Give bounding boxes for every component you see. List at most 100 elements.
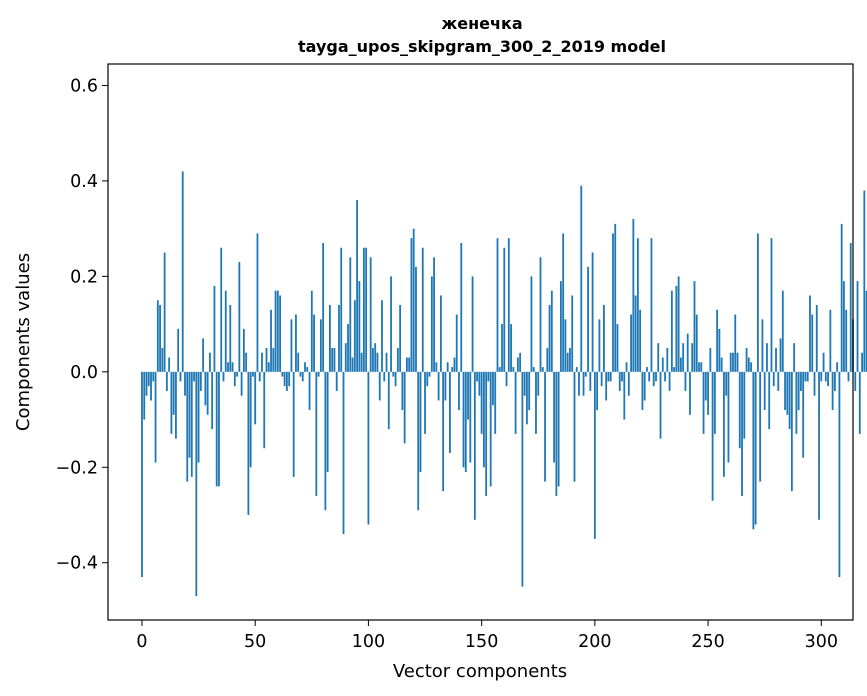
bar-320 bbox=[865, 290, 867, 372]
x-axis-label: Vector components bbox=[393, 661, 567, 682]
bar-23 bbox=[193, 371, 195, 382]
bar-60 bbox=[276, 290, 279, 372]
bar-189 bbox=[569, 347, 571, 372]
bar-15 bbox=[175, 371, 177, 439]
bar-173 bbox=[532, 367, 535, 372]
bar-190 bbox=[571, 295, 574, 372]
bar-119 bbox=[410, 238, 413, 372]
bar-91 bbox=[347, 324, 349, 372]
bar-220 bbox=[639, 309, 642, 372]
bar-71 bbox=[301, 371, 304, 382]
bar-226 bbox=[652, 371, 655, 387]
bar-51 bbox=[256, 233, 259, 372]
bar-26 bbox=[199, 371, 202, 391]
bar-182 bbox=[553, 371, 555, 463]
bar-274 bbox=[761, 319, 764, 372]
bar-100 bbox=[367, 371, 370, 525]
bar-148 bbox=[476, 371, 479, 382]
bar-101 bbox=[369, 257, 372, 372]
bar-192 bbox=[575, 367, 578, 372]
bar-95 bbox=[356, 200, 358, 372]
bar-128 bbox=[430, 276, 433, 372]
bar-114 bbox=[399, 305, 402, 372]
bar-143 bbox=[464, 371, 467, 473]
bar-47 bbox=[247, 371, 250, 516]
bar-296 bbox=[811, 314, 814, 372]
bar-204 bbox=[603, 305, 605, 372]
bar-5 bbox=[152, 371, 155, 382]
bar-112 bbox=[394, 371, 397, 387]
bar-83 bbox=[329, 305, 331, 372]
bar-160 bbox=[503, 247, 506, 372]
bar-297 bbox=[813, 371, 816, 396]
bar-157 bbox=[496, 238, 499, 372]
bar-88 bbox=[340, 247, 343, 372]
bar-283 bbox=[781, 290, 784, 372]
bar-137 bbox=[451, 367, 454, 372]
bar-57 bbox=[270, 309, 272, 372]
bar-301 bbox=[822, 352, 825, 372]
bar-199 bbox=[591, 252, 594, 372]
bar-122 bbox=[417, 371, 420, 511]
bar-253 bbox=[713, 371, 716, 434]
bar-16 bbox=[177, 328, 180, 372]
bar-108 bbox=[385, 352, 388, 372]
bar-168 bbox=[521, 371, 524, 587]
bar-246 bbox=[698, 362, 700, 372]
bar-307 bbox=[836, 362, 839, 372]
y-tick-label: −0.4 bbox=[56, 554, 99, 574]
bar-176 bbox=[539, 257, 542, 372]
bar-63 bbox=[283, 371, 286, 387]
bar-315 bbox=[854, 371, 857, 391]
bar-191 bbox=[573, 371, 576, 482]
bar-272 bbox=[756, 233, 759, 372]
bar-224 bbox=[648, 371, 651, 382]
bar-127 bbox=[428, 371, 431, 377]
bar-303 bbox=[827, 371, 829, 387]
bar-237 bbox=[677, 276, 680, 372]
bar-77 bbox=[315, 371, 318, 496]
bar-85 bbox=[333, 347, 336, 372]
bar-99 bbox=[365, 247, 368, 372]
bar-115 bbox=[401, 371, 404, 411]
bar-50 bbox=[254, 371, 257, 425]
bar-234 bbox=[670, 290, 673, 372]
bar-68 bbox=[295, 314, 297, 372]
bar-233 bbox=[668, 371, 671, 391]
bar-198 bbox=[589, 371, 592, 391]
bar-285 bbox=[786, 371, 789, 415]
bar-90 bbox=[344, 343, 347, 372]
bar-170 bbox=[526, 371, 528, 425]
bar-40 bbox=[231, 362, 234, 372]
bar-113 bbox=[396, 347, 399, 372]
x-tick-label: 0 bbox=[136, 632, 147, 652]
bar-61 bbox=[279, 295, 281, 372]
bar-64 bbox=[285, 371, 288, 391]
bar-174 bbox=[535, 371, 537, 434]
bar-288 bbox=[793, 343, 796, 372]
bar-116 bbox=[403, 371, 406, 444]
bar-146 bbox=[471, 276, 474, 372]
x-tick-label: 250 bbox=[691, 632, 724, 652]
bar-300 bbox=[820, 371, 823, 382]
bar-70 bbox=[299, 371, 302, 377]
bar-118 bbox=[408, 357, 411, 372]
bar-135 bbox=[446, 362, 449, 372]
bar-229 bbox=[659, 371, 662, 439]
bar-154 bbox=[489, 371, 492, 487]
bar-76 bbox=[313, 314, 315, 372]
bar-28 bbox=[204, 371, 207, 406]
bar-316 bbox=[856, 281, 859, 372]
bar-151 bbox=[482, 371, 485, 468]
bar-161 bbox=[505, 371, 508, 387]
bar-169 bbox=[523, 371, 526, 396]
bar-248 bbox=[702, 371, 705, 434]
bar-225 bbox=[650, 238, 653, 372]
bar-36 bbox=[222, 371, 225, 382]
bar-98 bbox=[362, 247, 365, 372]
bar-286 bbox=[788, 371, 791, 430]
bars-group bbox=[141, 171, 867, 597]
bar-22 bbox=[190, 371, 193, 477]
bar-7 bbox=[156, 300, 159, 372]
bar-299 bbox=[818, 371, 820, 520]
